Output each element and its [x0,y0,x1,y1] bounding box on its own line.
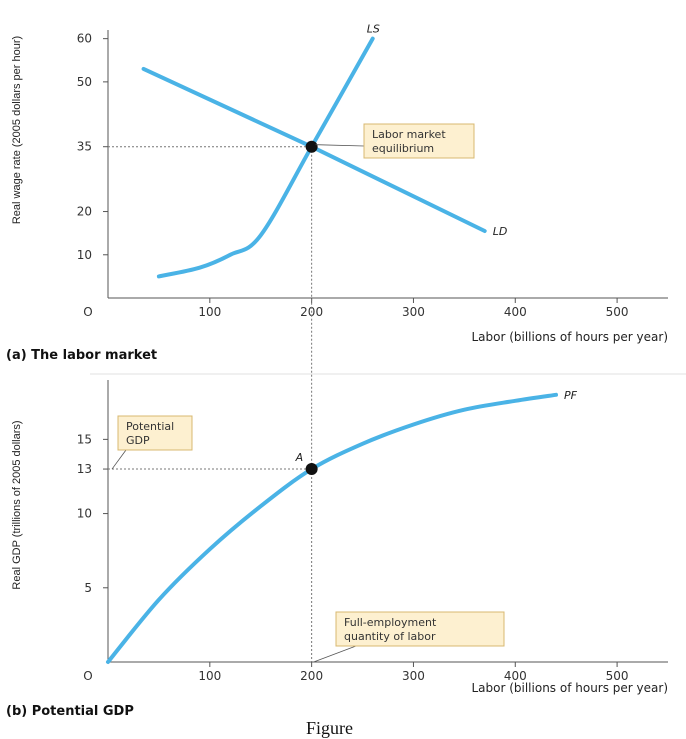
x-tick-label: 400 [504,669,527,683]
x-tick-label: 100 [198,305,221,319]
point-a-label: A [295,451,304,464]
y-tick-label: 13 [77,462,92,476]
y-tick-label: 10 [77,248,92,262]
equilibrium-point [305,140,318,153]
annotation-line-1: Labor market [372,128,446,141]
guide-lines [108,146,313,470]
y-axis-label: Real GDP (trillions of 2005 dollars) [11,420,23,589]
annotation-line-1: Full-employment [344,616,437,629]
annotation-line-1: Potential [126,420,174,433]
annotation-leader [313,645,357,663]
annotation-line-2: quantity of labor [344,630,436,643]
figure-caption: Figure [306,718,353,738]
panel-b-title: (b) Potential GDP [6,704,134,719]
annotation-line-2: GDP [126,434,150,447]
y-tick-label: 20 [77,205,92,219]
point-a [305,463,318,476]
pf-curve [106,392,558,664]
axes: O 100 200 300 400 500 5 10 13 15 [77,380,668,683]
annotation-leader [315,144,365,147]
y-tick-label: 35 [77,140,92,154]
y-tick-label: 10 [77,507,92,521]
y-tick-label: 15 [77,432,92,446]
y-tick-label: 5 [84,581,92,595]
potential-gdp-chart: O 100 200 300 400 500 5 10 13 15 PF A Potential G… [11,380,668,695]
panel-a-title: (a) The labor market [6,348,158,363]
x-tick-label: 400 [504,305,527,319]
marks [305,140,318,153]
annotation-box [117,415,193,451]
x-tick-label: O [83,305,92,319]
x-tick-label: 300 [402,305,425,319]
series: PF [106,389,578,664]
guide-lines [108,468,313,662]
annotation-box [363,123,475,159]
x-tick-label: 500 [606,669,629,683]
ls-curve [156,36,375,279]
annotation-line-2: equilibrium [372,142,434,155]
marks: A [295,451,318,476]
annotation-leader [111,449,127,470]
x-axis-label: Labor (billions of hours per year) [471,330,668,344]
ls-label: LS [367,23,380,36]
x-axis-label: Labor (billions of hours per year) [471,681,668,695]
x-tick-label: 500 [606,305,629,319]
annotation-box [335,611,505,647]
x-tick-label: 300 [402,669,425,683]
ld-label: LD [493,225,508,238]
full-employment-annotation: Full-employment quantity of labor [313,611,505,663]
x-tick-label: 200 [300,669,323,683]
y-tick-label: 50 [77,75,92,89]
x-tick-label: O [83,669,92,683]
x-tick-label: 100 [198,669,221,683]
pf-label: PF [564,389,578,402]
equilibrium-annotation: Labor market equilibrium [315,123,475,159]
potential-gdp-annotation: Potential GDP [111,415,193,470]
y-tick-label: 60 [77,32,92,46]
y-axis-label: Real wage rate (2005 dollars per hour) [11,36,23,224]
